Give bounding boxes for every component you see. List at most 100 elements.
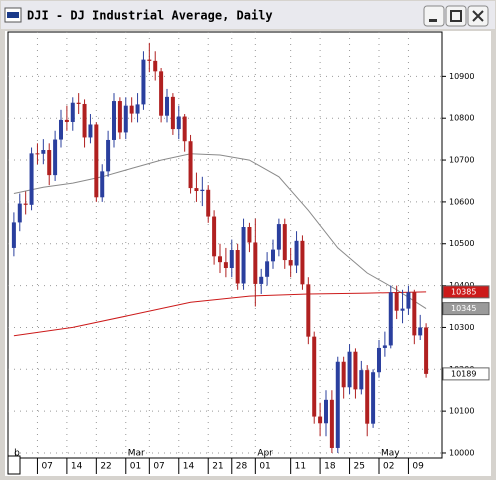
scroll-box[interactable]	[7, 455, 21, 475]
candle-body	[406, 292, 411, 309]
candle-body	[223, 262, 228, 269]
minimize-button[interactable]	[423, 5, 445, 27]
candle-body	[182, 116, 187, 142]
candle-body	[117, 101, 122, 133]
candle-body	[194, 188, 199, 192]
x-tick-label: 07	[41, 462, 52, 472]
candle-body	[241, 227, 246, 284]
price-flag	[442, 367, 490, 381]
candle-body	[76, 102, 81, 104]
candle-body	[294, 240, 299, 266]
candle-body	[276, 224, 281, 250]
candle-body	[312, 336, 317, 417]
y-tick-label: 10500	[449, 239, 474, 248]
candle-body	[400, 308, 405, 311]
candle-body	[253, 242, 258, 284]
candle-body	[141, 59, 146, 105]
candle-body	[318, 416, 323, 424]
y-tick-label: 10300	[449, 323, 474, 332]
x-tick-label: 01	[259, 462, 270, 472]
candle-body	[188, 141, 193, 189]
y-tick-label: 10900	[449, 72, 474, 81]
candle-body	[164, 96, 169, 116]
candle-body	[235, 250, 240, 284]
candle-body	[282, 224, 287, 261]
moving-average	[13, 291, 427, 337]
y-tick-label: 10000	[449, 448, 474, 457]
x-tick-label: 07	[153, 462, 164, 472]
candle-body	[382, 345, 387, 348]
candle-body	[412, 292, 417, 336]
candle-body	[306, 284, 311, 337]
candle-body	[176, 116, 181, 130]
candle-body	[35, 153, 40, 155]
candle-body	[359, 370, 364, 390]
x-tick-label: 01	[130, 462, 141, 472]
y-tick-label: 10600	[449, 197, 474, 206]
candle-body	[53, 139, 58, 176]
candle-body	[247, 227, 252, 243]
chart-area	[5, 31, 491, 476]
window-title: DJI - DJ Industrial Average, Daily	[27, 9, 273, 23]
candle-body	[106, 139, 111, 172]
x-tick-label: 18	[324, 462, 336, 472]
candle-body	[418, 327, 423, 336]
candle-body	[300, 240, 305, 285]
x-tick-label: 14	[183, 462, 195, 472]
candle-body	[170, 96, 175, 130]
candle-body	[259, 276, 264, 284]
candle-body	[58, 119, 63, 140]
candle-body	[217, 256, 222, 263]
month-label: Apr	[257, 449, 273, 459]
candle-body	[335, 361, 340, 448]
candle-body	[82, 103, 87, 138]
x-tick-label: 02	[383, 462, 394, 472]
candle-body	[347, 351, 352, 388]
price-flag	[442, 302, 490, 316]
candle-body	[23, 203, 28, 205]
candle-body	[17, 203, 22, 223]
candle-body	[424, 327, 429, 374]
candle-body	[394, 292, 399, 311]
x-tick-label: 22	[100, 462, 111, 472]
maximize-button[interactable]	[445, 5, 467, 27]
moving-average	[13, 153, 427, 310]
candle-body	[100, 171, 105, 198]
y-tick-label: 10100	[449, 407, 474, 416]
candle-body	[371, 372, 376, 424]
candle-body	[47, 150, 52, 176]
candle-body	[388, 292, 393, 346]
candle-body	[329, 399, 334, 448]
candle-body	[11, 222, 16, 248]
candle-body	[353, 351, 358, 390]
month-label: May	[381, 449, 400, 459]
candle-body	[229, 250, 234, 269]
candle-body	[94, 124, 99, 198]
candle-body	[88, 124, 93, 138]
candle-body	[153, 60, 158, 72]
candle-body	[64, 119, 69, 122]
price-flag-label: 10345	[451, 304, 476, 313]
y-tick-label: 10700	[449, 156, 474, 165]
y-tick-label: 10800	[449, 114, 474, 123]
price-flag	[442, 285, 490, 299]
candle-body	[111, 101, 116, 140]
candle-body	[323, 399, 328, 424]
candle-body	[70, 102, 75, 122]
candle-body	[376, 347, 381, 373]
price-flag-label: 10385	[451, 287, 476, 296]
app-icon-band	[7, 12, 19, 18]
close-button[interactable]	[467, 5, 489, 27]
candle-body	[206, 189, 211, 217]
candle-body	[41, 150, 46, 154]
candle-body	[341, 361, 346, 388]
candle-body	[135, 104, 140, 114]
month-label: Mar	[128, 449, 145, 459]
candle-body	[288, 260, 293, 266]
candle-body	[29, 153, 34, 205]
price-flag-label: 10189	[451, 369, 476, 378]
x-tick-label: 14	[71, 462, 83, 472]
candle-body	[212, 216, 217, 257]
